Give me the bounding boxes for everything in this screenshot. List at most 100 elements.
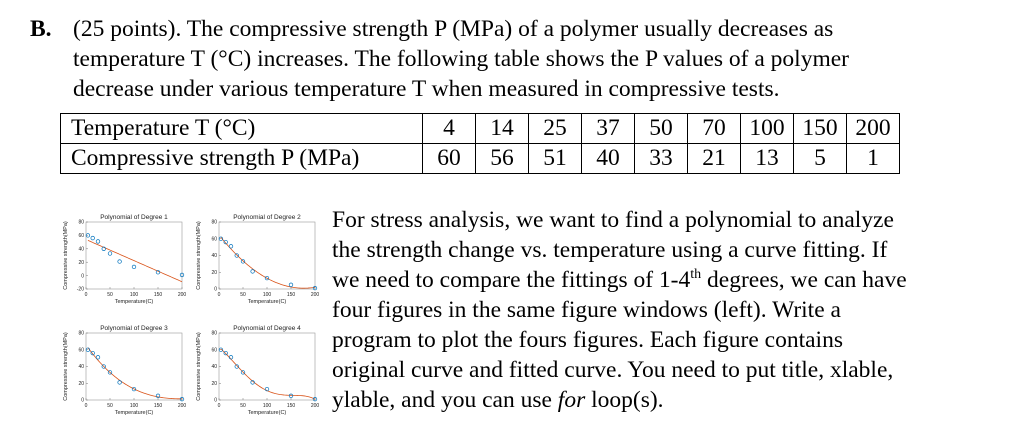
paragraph-line: we need to compare the fittings of 1-4th… <box>332 265 1022 295</box>
x-tick-label: 50 <box>240 403 246 409</box>
fitted-curve <box>87 347 183 400</box>
x-tick-label: 150 <box>154 292 163 298</box>
table-cell: 150 <box>793 113 847 144</box>
x-axis-label: Temperature(C) <box>115 410 154 416</box>
plot-area <box>85 221 183 290</box>
subplot-title: Polynomial of Degree 4 <box>233 325 301 332</box>
data-point <box>85 233 91 238</box>
y-tick-label: 60 <box>211 347 217 353</box>
x-tick-label: 200 <box>178 292 187 298</box>
table-cell: 13 <box>740 143 794 174</box>
y-axis-label: Compressive strength(MPa) <box>196 332 202 401</box>
data-point <box>223 350 228 356</box>
table-cell: 51 <box>528 143 582 174</box>
row-label-strength: Compressive strength P (MPa) <box>60 143 423 174</box>
x-tick-label: 50 <box>240 292 246 298</box>
paragraph-line: ylable, and you can use for loop(s). <box>332 385 1022 415</box>
y-axis-label: Compressive strength(MPa) <box>63 332 69 401</box>
y-tick-label: 0 <box>214 287 217 293</box>
data-point <box>250 269 255 274</box>
y-tick-label: 20 <box>78 260 84 266</box>
table-cell: 21 <box>687 143 741 174</box>
table-cell: 56 <box>475 143 529 174</box>
plot-area <box>85 332 183 401</box>
y-axis-label: Compressive strength(MPa) <box>63 221 69 290</box>
x-tick-label: 100 <box>130 292 139 298</box>
paragraph-line: For stress analysis, we want to find a p… <box>332 207 894 233</box>
data-point <box>218 347 224 352</box>
data-point <box>155 270 161 275</box>
data-point <box>223 239 228 245</box>
italic-keyword: for <box>557 387 586 413</box>
data-point <box>131 386 137 392</box>
data-point <box>288 282 294 287</box>
y-tick-label: 0 <box>81 398 84 404</box>
data-point <box>90 235 95 241</box>
y-tick-label: 40 <box>78 364 84 370</box>
y-tick-label: 40 <box>211 364 217 370</box>
paragraph-text: loop(s). <box>585 387 664 413</box>
data-point <box>95 355 101 360</box>
data-point <box>131 264 137 270</box>
y-tick-label: 20 <box>211 381 217 387</box>
data-point <box>85 347 91 352</box>
y-tick-label: 80 <box>78 220 84 226</box>
y-tick-label: 20 <box>211 270 217 276</box>
data-point <box>179 272 185 278</box>
x-tick-label: 150 <box>287 292 296 298</box>
data-point <box>107 370 113 375</box>
table-cell: 25 <box>528 113 582 144</box>
y-tick-label: 60 <box>78 347 84 353</box>
x-tick-label: 100 <box>263 292 272 298</box>
table-cell: 5 <box>793 143 847 174</box>
data-point <box>107 251 113 256</box>
problem-line-2: temperature T (°C) increases. The follow… <box>73 46 849 72</box>
x-tick-label: 0 <box>218 292 221 298</box>
paragraph-line: program to plot the fours figures. Each … <box>332 327 843 353</box>
y-tick-label: 40 <box>78 247 84 253</box>
x-tick-label: 0 <box>85 292 88 298</box>
paragraph-text: degrees, we can have <box>701 267 907 293</box>
data-point <box>240 370 246 375</box>
data-point <box>264 275 270 281</box>
table-row: Compressive strength P (MPa) 60 56 51 40… <box>60 143 900 174</box>
data-point <box>312 397 318 402</box>
data-point <box>117 259 122 264</box>
data-point <box>90 350 95 356</box>
table-cell: 70 <box>687 113 741 144</box>
problem-label: B. <box>30 16 52 42</box>
data-point <box>95 239 101 244</box>
table-cell: 1 <box>846 143 900 174</box>
paragraph-text: we need to compare the fittings of 1-4 <box>332 267 691 293</box>
data-point <box>240 259 246 264</box>
row-label-temperature: Temperature T (°C) <box>60 113 423 144</box>
x-tick-label: 150 <box>154 403 163 409</box>
x-tick-label: 100 <box>263 403 272 409</box>
data-point <box>117 380 122 385</box>
y-tick-label: 0 <box>214 398 217 404</box>
subplot-title: Polynomial of Degree 3 <box>100 325 168 332</box>
data-point <box>218 236 224 241</box>
x-tick-label: 200 <box>178 403 187 409</box>
paragraph-line: the strength change vs. temperature usin… <box>332 237 888 263</box>
data-point <box>288 393 294 398</box>
x-axis-label: Temperature(C) <box>115 299 154 305</box>
x-tick-label: 200 <box>311 403 320 409</box>
y-tick-label: 60 <box>211 236 217 242</box>
y-tick-label: 80 <box>211 220 217 226</box>
y-tick-label: 80 <box>78 331 84 337</box>
y-axis-label: Compressive strength(MPa) <box>196 221 202 290</box>
table-cell: 14 <box>475 113 529 144</box>
x-tick-label: 150 <box>287 403 296 409</box>
figure-window: Polynomial of Degree 1 0 50 100 150 200 -20 0 20… <box>60 208 326 435</box>
data-point <box>228 355 234 360</box>
y-tick-label: 20 <box>78 381 84 387</box>
data-table: Temperature T (°C) 4 14 25 37 50 70 100 … <box>60 113 900 174</box>
x-tick-label: 50 <box>107 292 113 298</box>
paragraph-text: ylable, and you can use <box>332 387 558 413</box>
table-cell: 100 <box>740 113 794 144</box>
data-point <box>264 386 270 392</box>
x-tick-label: 0 <box>85 403 88 409</box>
x-tick-label: 0 <box>218 403 221 409</box>
data-point <box>179 397 185 402</box>
